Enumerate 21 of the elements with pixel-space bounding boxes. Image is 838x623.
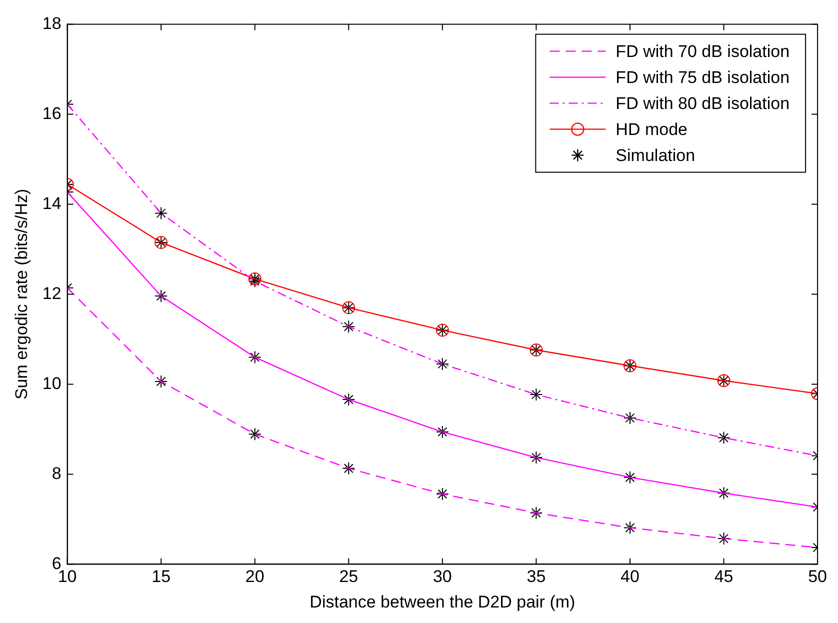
x-tick-label: 40 [620,567,640,586]
x-tick-label: 45 [714,567,734,586]
y-tick-label: 14 [42,194,62,213]
legend-label: HD mode [616,120,688,139]
x-tick-label: 50 [808,567,828,586]
y-tick-label: 12 [42,284,62,303]
x-axis-title: Distance between the D2D pair (m) [310,592,576,612]
x-tick-label: 35 [526,567,546,586]
x-tick-label: 15 [152,567,171,586]
y-tick-label: 16 [42,104,62,123]
y-tick-label: 18 [42,14,62,33]
legend-label: FD with 75 dB isolation [616,68,790,87]
legend-label: FD with 80 dB isolation [616,94,790,113]
y-axis-title: Sum ergodic rate (bits/s/Hz) [12,188,31,400]
y-tick-label: 8 [52,464,62,483]
legend-label: FD with 70 dB isolation [616,42,790,61]
y-tick-label: 10 [42,374,62,393]
x-tick-label: 20 [245,567,264,586]
x-tick-label: 25 [339,567,358,586]
legend-label: Simulation [616,146,696,165]
x-tick-label: 30 [432,567,452,586]
